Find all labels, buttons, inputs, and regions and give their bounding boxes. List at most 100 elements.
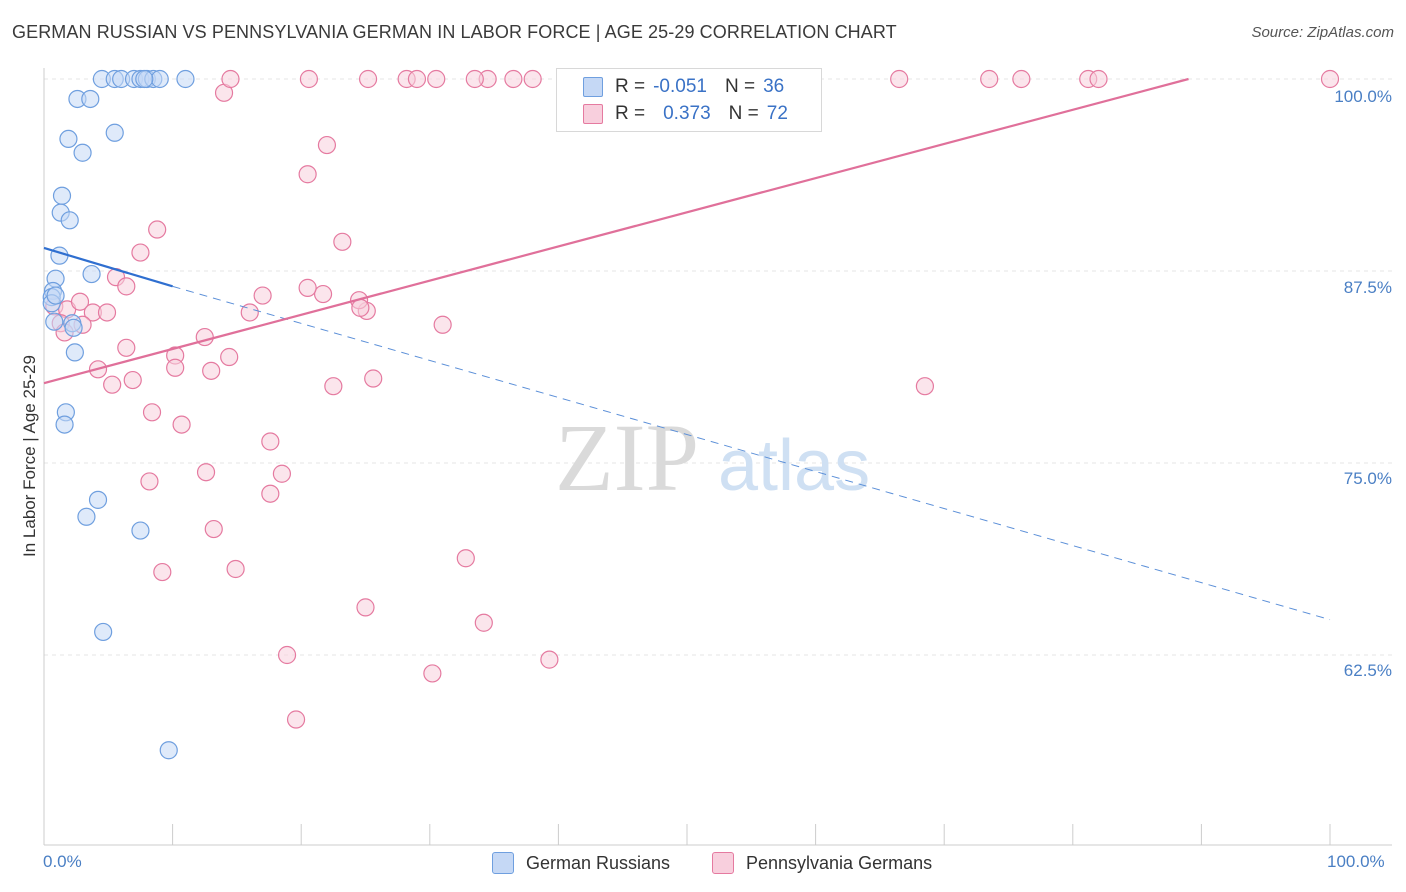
y-tick-label: 75.0% [1343, 469, 1392, 488]
data-point [52, 186, 72, 205]
data-point [142, 403, 162, 422]
data-point [117, 277, 136, 296]
legend-n-label: N = [728, 103, 759, 124]
axes [43, 68, 1392, 846]
source-label: Source: ZipAtlas.com [1251, 24, 1394, 41]
data-point [540, 650, 559, 669]
data-point [176, 69, 195, 89]
data-point [226, 559, 245, 579]
data-point [423, 664, 442, 683]
legend-label: Pennsylvania Germans [746, 852, 933, 873]
legend-row-pennsylvania-germans: R = 0.373 N = 72 [583, 102, 788, 126]
data-point [286, 710, 306, 729]
data-point [504, 69, 523, 89]
legend-swatch-blue [492, 852, 514, 874]
data-point [202, 361, 221, 380]
data-point [64, 318, 83, 337]
data-point [427, 69, 446, 89]
data-point [1012, 69, 1031, 89]
data-point [220, 347, 239, 367]
legend-r-value: 0.373 [663, 103, 711, 124]
data-point [103, 375, 122, 394]
data-point [45, 312, 64, 331]
data-point [159, 741, 178, 760]
data-point [153, 562, 172, 582]
data-point [131, 243, 150, 262]
trend-line-german-russians-extension [172, 285, 1331, 621]
data-point [221, 69, 240, 89]
data-point [465, 69, 484, 89]
legend-item-pennsylvania-germans: Pennsylvania Germans [712, 852, 932, 874]
stats-legend: R = -0.051 N = 36 R = 0.373 N = 72 [556, 68, 822, 132]
data-points [42, 69, 1340, 760]
legend-row-german-russians: R = -0.051 N = 36 [583, 75, 784, 99]
watermark-zip: ZIP [555, 404, 699, 511]
watermark: ZIP atlas [555, 404, 870, 511]
data-point [313, 284, 333, 304]
data-point [135, 69, 154, 89]
data-point [890, 69, 909, 89]
trend-lines [43, 77, 1331, 621]
data-point [261, 484, 280, 503]
data-point [166, 358, 185, 377]
legend-label: German Russians [526, 852, 671, 873]
data-point [317, 135, 337, 155]
data-point [261, 432, 280, 451]
data-point [272, 464, 292, 483]
data-point [915, 377, 935, 396]
data-point [299, 69, 319, 89]
data-point [196, 463, 216, 482]
data-point [351, 298, 370, 317]
trend-line-german-russians [43, 246, 173, 288]
data-point [94, 622, 113, 642]
data-point [204, 519, 223, 539]
data-point [55, 415, 74, 434]
legend-n-value: 36 [763, 76, 785, 97]
data-point [324, 377, 343, 396]
data-point [65, 343, 84, 362]
data-point [980, 69, 999, 89]
data-point [253, 286, 272, 305]
data-point [73, 143, 92, 162]
data-point [298, 278, 317, 297]
data-point [117, 338, 136, 357]
data-point [433, 315, 452, 334]
data-point [523, 69, 542, 89]
legend-r-value: -0.051 [653, 76, 707, 97]
data-point [105, 123, 124, 142]
data-point [148, 220, 167, 239]
legend-item-german-russians: German Russians [492, 852, 670, 874]
data-point [77, 507, 96, 526]
legend-n-value: 72 [766, 103, 788, 124]
y-tick-label: 100.0% [1334, 87, 1392, 106]
data-point [123, 370, 142, 390]
legend-swatch-blue [583, 77, 603, 97]
data-point [364, 369, 383, 388]
data-point [59, 129, 78, 149]
chart-title: GERMAN RUSSIAN VS PENNSYLVANIA GERMAN IN… [12, 22, 897, 42]
data-point [1320, 69, 1340, 89]
x-tick-label: 100.0% [1327, 852, 1385, 871]
data-point [140, 472, 159, 491]
data-point [88, 490, 108, 509]
watermark-atlas: atlas [718, 426, 870, 506]
y-tick-label: 62.5% [1343, 661, 1392, 680]
data-point [60, 211, 79, 230]
data-point [356, 598, 375, 617]
data-point [456, 549, 475, 568]
data-point [277, 645, 297, 665]
data-point [172, 415, 191, 434]
legend-r-label: R = [615, 103, 646, 124]
y-tick-label: 87.5% [1343, 278, 1392, 297]
data-point [298, 165, 317, 184]
trend-line-pennsylvania-germans [43, 77, 1189, 385]
data-point [474, 613, 493, 632]
data-point [82, 264, 101, 284]
data-point [1089, 69, 1108, 89]
data-point [81, 89, 100, 109]
data-point [333, 232, 352, 251]
data-point [407, 69, 427, 89]
legend-swatch-pink [712, 852, 734, 874]
legend-n-label: N = [724, 76, 756, 97]
